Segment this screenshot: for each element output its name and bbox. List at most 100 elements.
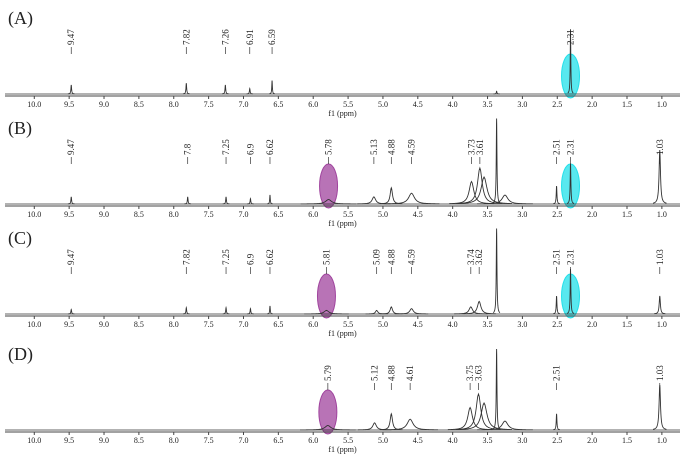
x-tick-label: 3.5 bbox=[483, 210, 493, 219]
panel-title: (D) bbox=[8, 344, 33, 365]
x-tick-label: 4.5 bbox=[413, 436, 423, 445]
highlight-ellipse bbox=[318, 389, 338, 435]
x-tick-label: 10.0 bbox=[27, 210, 41, 219]
x-axis-label: f1 (ppm) bbox=[328, 219, 357, 228]
peak-label: 9.47 bbox=[66, 249, 76, 265]
panel-title: (C) bbox=[8, 228, 32, 249]
x-tick-label: 7.0 bbox=[238, 210, 248, 219]
x-tick-label: 2.0 bbox=[587, 100, 597, 109]
x-tick-label: 3.5 bbox=[483, 320, 493, 329]
peak bbox=[382, 418, 439, 431]
peak-label: 5.78 bbox=[324, 139, 334, 155]
peak bbox=[300, 199, 357, 205]
peak bbox=[652, 384, 667, 430]
x-tick-label: 6.0 bbox=[308, 436, 318, 445]
peak bbox=[492, 228, 501, 314]
peak-label: 7.82 bbox=[181, 29, 191, 45]
x-tick-label: 7.0 bbox=[238, 320, 248, 329]
peak-label: 2.31 bbox=[566, 249, 576, 265]
x-tick-label: 7.0 bbox=[238, 436, 248, 445]
x-tick-label: 9.0 bbox=[99, 210, 109, 219]
peak bbox=[394, 308, 429, 315]
peak bbox=[299, 425, 356, 431]
peak bbox=[184, 196, 192, 205]
x-tick-label: 2.0 bbox=[587, 210, 597, 219]
peak-label: 6.59 bbox=[267, 29, 277, 45]
peak bbox=[447, 406, 493, 431]
peak-label: 2.51 bbox=[552, 365, 562, 381]
x-tick-label: 9.5 bbox=[64, 210, 74, 219]
peak-label: 3.62 bbox=[474, 249, 484, 265]
peak-label: 7.26 bbox=[220, 29, 230, 45]
peak bbox=[457, 166, 503, 204]
peak bbox=[456, 392, 501, 430]
peak bbox=[654, 295, 666, 315]
peak-label: 6.91 bbox=[245, 29, 255, 45]
peak-label: 4.61 bbox=[405, 365, 415, 381]
x-tick-label: 1.5 bbox=[622, 436, 632, 445]
x-tick-label: 7.0 bbox=[238, 100, 248, 109]
x-tick-label: 4.0 bbox=[448, 100, 458, 109]
peak bbox=[493, 90, 500, 95]
x-tick-label: 3.5 bbox=[483, 100, 493, 109]
x-tick-label: 5.0 bbox=[378, 100, 388, 109]
peak-label: 4.88 bbox=[386, 249, 396, 265]
peak-label: 7.25 bbox=[221, 139, 231, 155]
x-tick-label: 1.5 bbox=[622, 100, 632, 109]
peak-label: 4.88 bbox=[386, 139, 396, 155]
x-tick-label: 7.5 bbox=[204, 100, 214, 109]
x-tick-label: 7.5 bbox=[204, 210, 214, 219]
peak bbox=[567, 29, 574, 94]
x-tick-label: 1.0 bbox=[657, 100, 667, 109]
x-axis-label: f1 (ppm) bbox=[328, 445, 357, 454]
peak bbox=[247, 197, 254, 205]
x-tick-label: 3.0 bbox=[517, 436, 527, 445]
x-tick-label: 1.0 bbox=[657, 210, 667, 219]
peak bbox=[222, 196, 230, 205]
x-tick-label: 5.0 bbox=[378, 436, 388, 445]
x-tick-label: 6.0 bbox=[308, 320, 318, 329]
peak-label: 6.62 bbox=[265, 139, 275, 155]
x-tick-label: 9.5 bbox=[64, 100, 74, 109]
x-tick-label: 1.0 bbox=[657, 320, 667, 329]
x-tick-label: 1.5 bbox=[622, 320, 632, 329]
x-tick-label: 3.0 bbox=[517, 100, 527, 109]
peak-label: 5.81 bbox=[321, 249, 331, 265]
peak bbox=[492, 348, 501, 430]
x-tick-label: 9.0 bbox=[99, 320, 109, 329]
x-tick-label: 3.5 bbox=[483, 436, 493, 445]
peak-label: 5.09 bbox=[372, 249, 382, 265]
x-tick-label: 6.0 bbox=[308, 210, 318, 219]
x-tick-label: 4.0 bbox=[448, 436, 458, 445]
peak bbox=[267, 194, 273, 205]
peak bbox=[383, 192, 440, 205]
peak bbox=[454, 306, 488, 315]
peak-label: 3.73 bbox=[467, 139, 477, 155]
peak-label: 9.47 bbox=[66, 139, 76, 155]
highlight-ellipse bbox=[319, 163, 339, 209]
peak bbox=[246, 87, 254, 95]
peak-label: 6.9 bbox=[245, 253, 255, 265]
peak-label: 5.79 bbox=[323, 365, 333, 381]
peak bbox=[67, 196, 75, 205]
peak bbox=[380, 412, 403, 431]
x-tick-label: 2.5 bbox=[552, 320, 562, 329]
x-tick-label: 3.0 bbox=[517, 320, 527, 329]
x-tick-label: 8.5 bbox=[134, 100, 144, 109]
peak bbox=[380, 186, 403, 205]
x-tick-label: 5.5 bbox=[343, 210, 353, 219]
peak bbox=[221, 84, 229, 95]
peak-label: 7.82 bbox=[181, 249, 191, 265]
peak bbox=[247, 307, 254, 315]
x-tick-label: 8.0 bbox=[169, 436, 179, 445]
x-tick-label: 9.0 bbox=[99, 100, 109, 109]
panel-title: (A) bbox=[8, 8, 33, 29]
peak-label: 2.51 bbox=[552, 139, 562, 155]
peak-label: 4.59 bbox=[407, 249, 417, 265]
x-tick-label: 5.5 bbox=[343, 436, 353, 445]
x-tick-label: 4.5 bbox=[413, 100, 423, 109]
x-tick-label: 4.5 bbox=[413, 320, 423, 329]
peak bbox=[304, 309, 349, 315]
x-tick-label: 2.0 bbox=[587, 320, 597, 329]
